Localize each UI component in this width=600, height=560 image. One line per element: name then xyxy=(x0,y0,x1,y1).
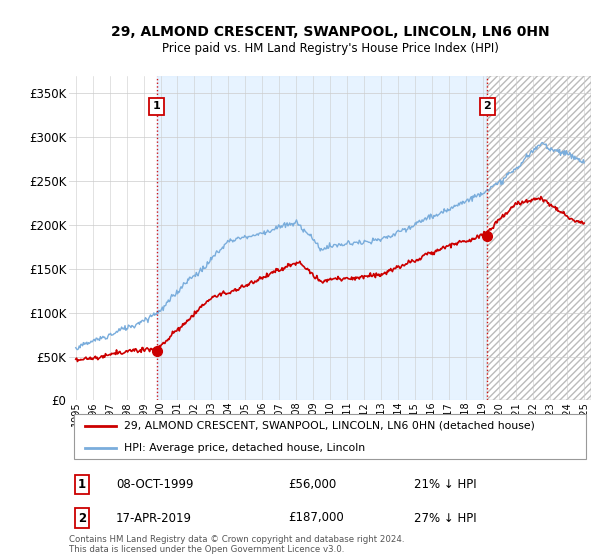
Text: £56,000: £56,000 xyxy=(288,478,337,491)
Text: 17-APR-2019: 17-APR-2019 xyxy=(116,511,192,525)
Text: 21% ↓ HPI: 21% ↓ HPI xyxy=(413,478,476,491)
Text: 29, ALMOND CRESCENT, SWANPOOL, LINCOLN, LN6 0HN: 29, ALMOND CRESCENT, SWANPOOL, LINCOLN, … xyxy=(110,25,550,39)
Text: 1: 1 xyxy=(78,478,86,491)
Bar xyxy=(487,76,591,400)
Text: HPI: Average price, detached house, Lincoln: HPI: Average price, detached house, Linc… xyxy=(124,443,365,453)
Text: 08-OCT-1999: 08-OCT-1999 xyxy=(116,478,193,491)
Text: Contains HM Land Registry data © Crown copyright and database right 2024.
This d: Contains HM Land Registry data © Crown c… xyxy=(69,535,404,554)
Text: 1: 1 xyxy=(153,101,160,111)
Text: 2: 2 xyxy=(78,511,86,525)
Text: Price paid vs. HM Land Registry's House Price Index (HPI): Price paid vs. HM Land Registry's House … xyxy=(161,42,499,55)
Text: 2: 2 xyxy=(484,101,491,111)
Text: £187,000: £187,000 xyxy=(288,511,344,525)
FancyBboxPatch shape xyxy=(74,414,586,459)
Bar xyxy=(157,76,487,400)
Text: 27% ↓ HPI: 27% ↓ HPI xyxy=(413,511,476,525)
Bar xyxy=(487,76,591,400)
Text: 29, ALMOND CRESCENT, SWANPOOL, LINCOLN, LN6 0HN (detached house): 29, ALMOND CRESCENT, SWANPOOL, LINCOLN, … xyxy=(124,421,535,431)
